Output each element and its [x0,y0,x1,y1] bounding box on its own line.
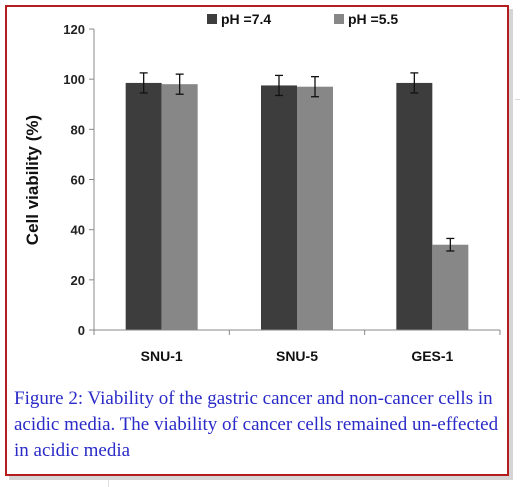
x-tick-label: GES-1 [411,348,453,364]
bar [297,86,333,330]
y-axis-label: Cell viability (%) [23,115,42,245]
figure-caption-text: Viability of the gastric cancer and non-… [14,388,499,461]
frame-shadow-bottom [9,476,513,480]
divider-tick [515,99,520,100]
legend-swatch [207,14,217,24]
chart-legend: pH =7.4 pH =5.5 [207,11,398,27]
y-axis: 0 20 40 60 80 100 120 [63,22,95,338]
legend-label: pH =5.5 [348,11,398,27]
x-tick-label: SNU-1 [141,348,183,364]
x-axis: SNU-1 SNU-5 GES-1 [93,329,501,364]
y-tick-label: 80 [71,122,85,137]
y-tick-label: 40 [71,223,85,238]
error-bars-group [139,72,455,252]
y-tick-label: 20 [71,273,85,288]
y-tick-label: 120 [63,22,85,37]
divider-line [108,480,109,487]
bars-group [125,82,469,330]
bar [161,84,198,330]
frame-shadow-right [509,9,513,480]
x-tick-label: SNU-5 [276,348,318,364]
legend-label: pH =7.4 [221,11,271,27]
y-tick-label: 0 [78,323,85,338]
bar [125,82,162,330]
legend-swatch [334,14,344,24]
figure-caption: Figure 2: Viability of the gastric cance… [14,386,502,464]
y-tick-label: 60 [71,173,85,188]
bar [261,85,297,330]
y-tick-label: 100 [63,72,85,87]
bar [396,82,433,330]
figure-label: Figure 2: [14,388,84,409]
bar [432,244,469,330]
